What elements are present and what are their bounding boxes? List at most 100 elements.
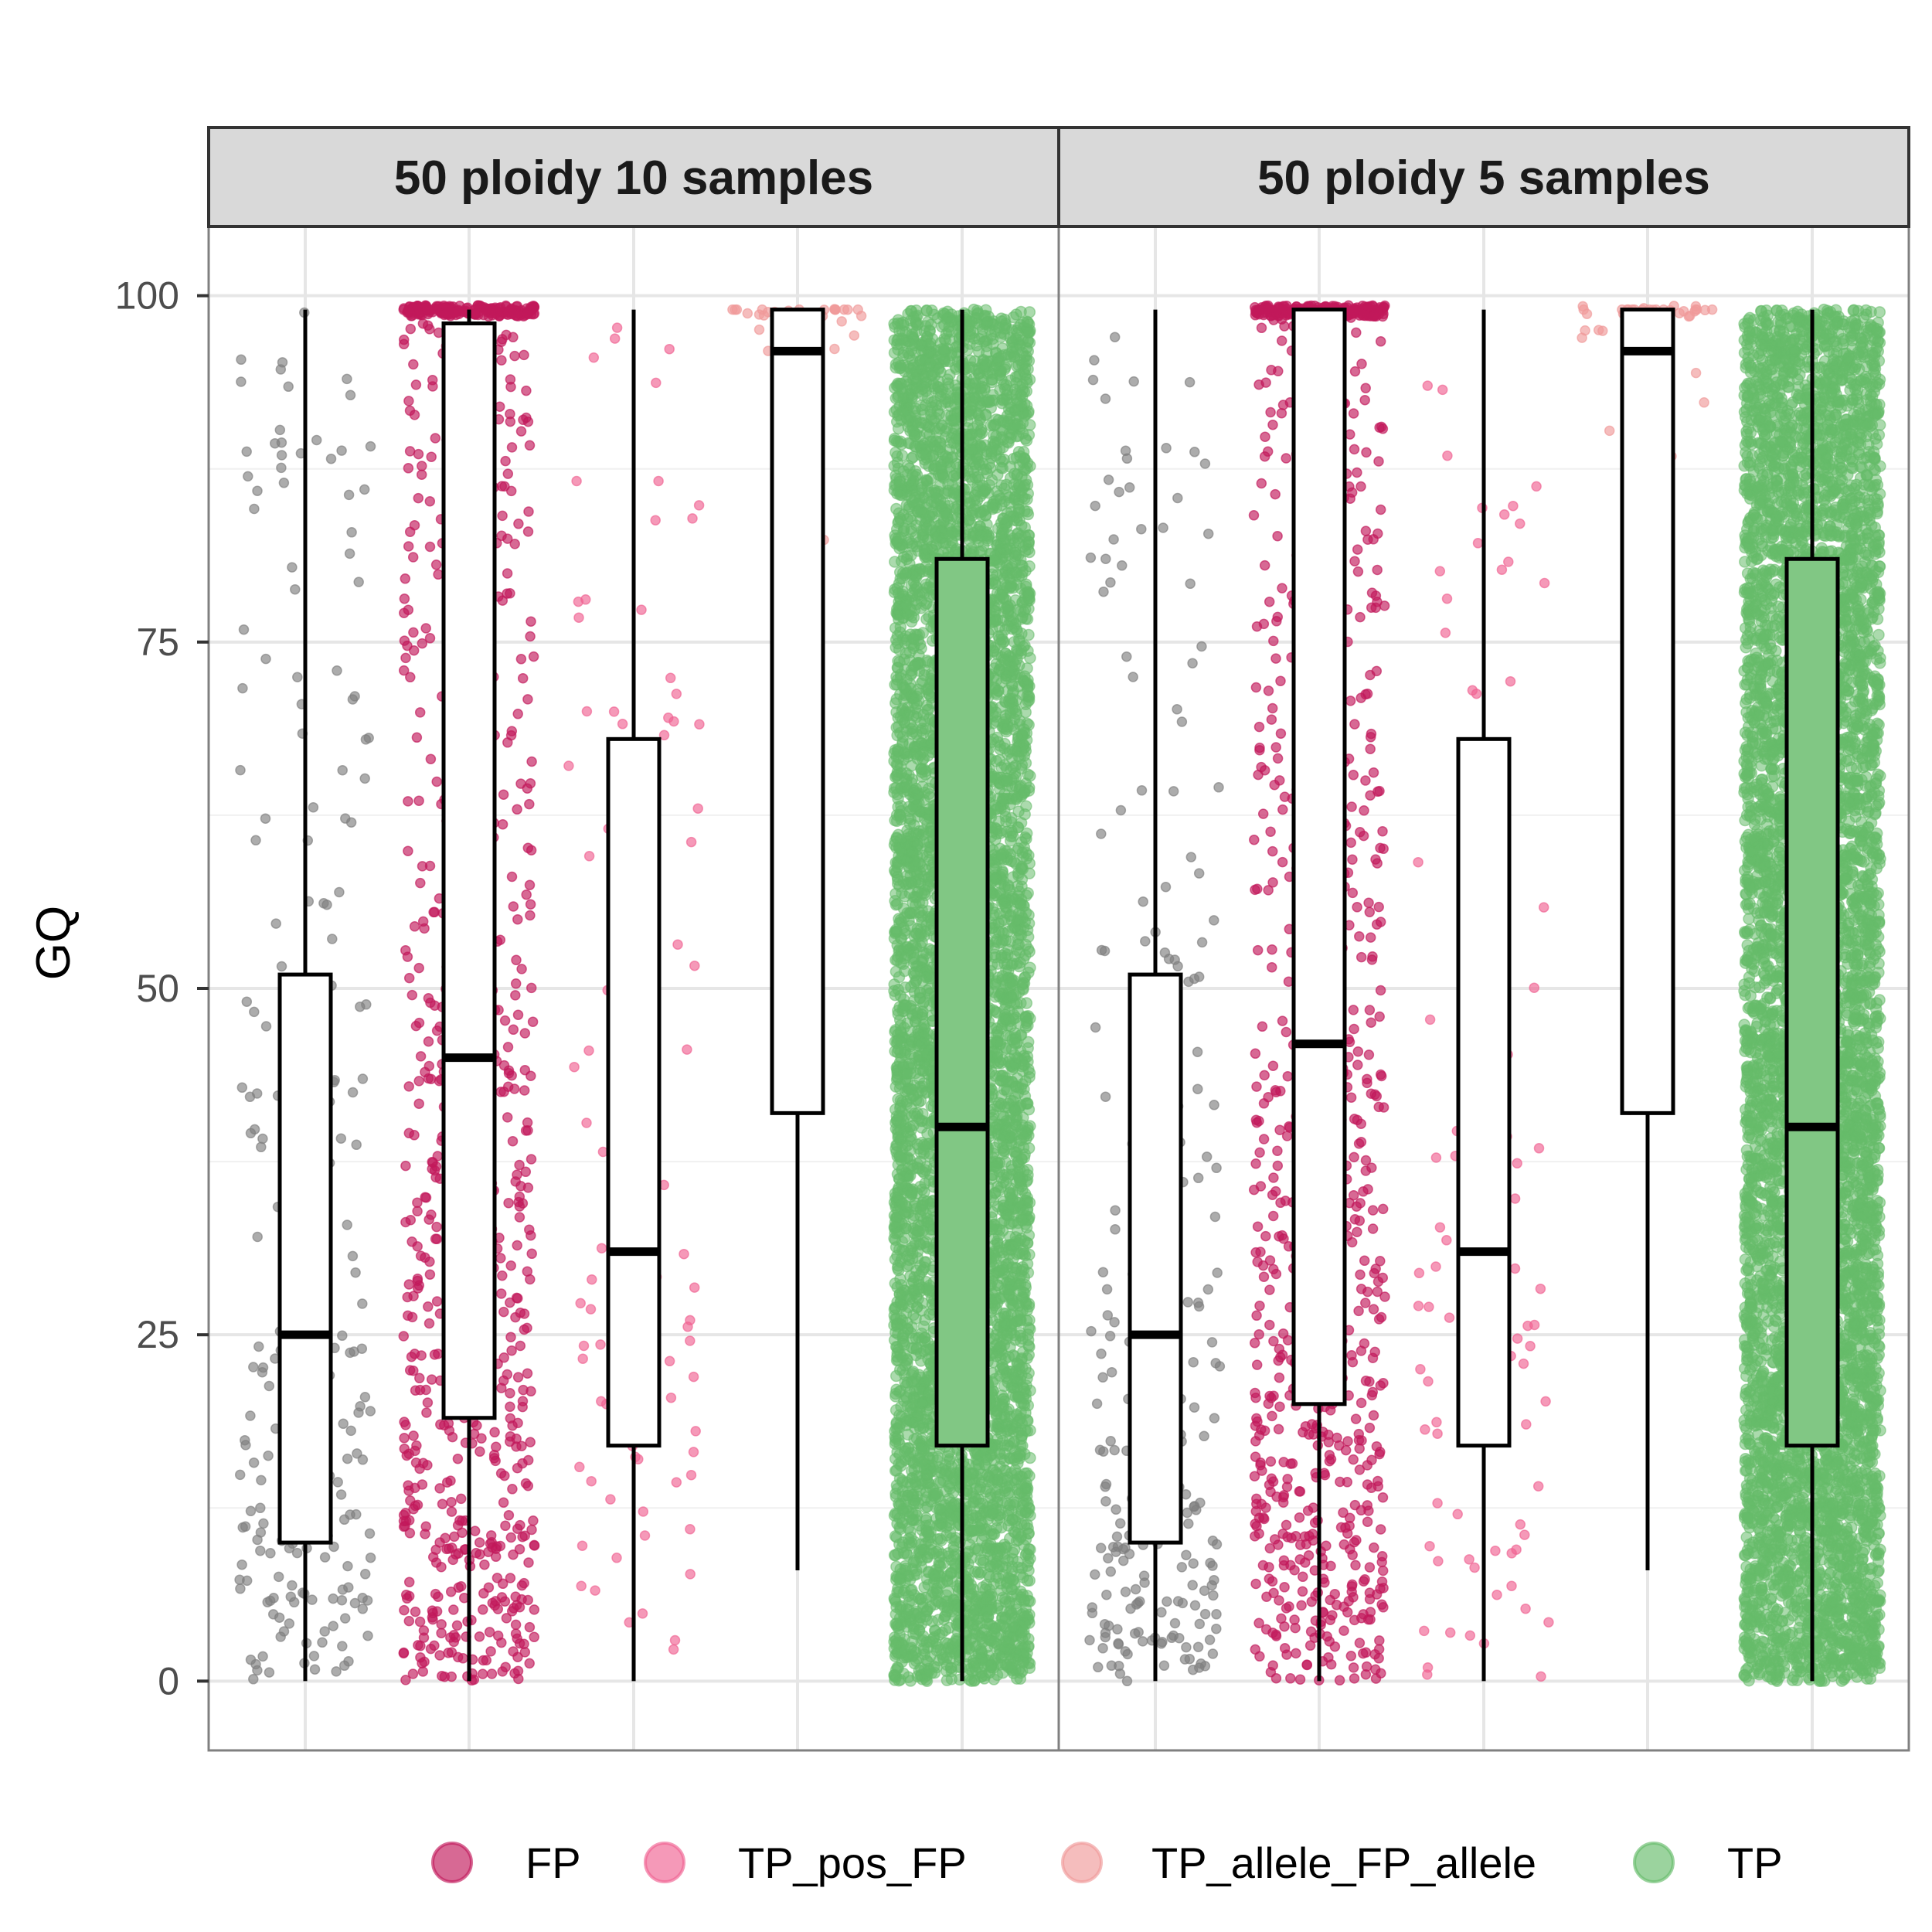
- data-point: [338, 1660, 350, 1672]
- data-point: [249, 503, 260, 515]
- data-point: [455, 1493, 467, 1505]
- data-point: [245, 1505, 257, 1517]
- data-point: [332, 1477, 343, 1488]
- data-point: [510, 978, 522, 989]
- facet-panel: 50 ploidy 10 samples: [207, 126, 1060, 1752]
- data-point: [241, 446, 252, 457]
- data-point: [522, 1266, 533, 1277]
- data-point: [408, 1291, 419, 1301]
- data-point: [402, 1310, 413, 1321]
- data-point: [276, 961, 287, 972]
- data-point: [337, 764, 348, 776]
- data-point: [526, 1154, 537, 1165]
- data-point: [506, 1345, 517, 1356]
- data-point: [274, 424, 286, 436]
- data-point: [509, 539, 520, 549]
- data-point: [512, 804, 522, 815]
- data-point: [408, 627, 419, 638]
- data-point: [637, 1608, 648, 1619]
- data-point: [497, 510, 508, 522]
- data-point: [511, 1292, 522, 1304]
- data-point: [500, 455, 511, 467]
- data-point: [685, 1569, 696, 1580]
- data-point: [671, 1477, 682, 1488]
- data-point: [514, 1201, 526, 1212]
- data-point: [521, 385, 532, 396]
- data-point: [335, 1133, 347, 1144]
- data-point: [522, 1368, 533, 1379]
- data-point: [665, 672, 676, 684]
- data-point: [507, 1484, 518, 1495]
- data-point: [365, 1406, 376, 1417]
- data-point: [335, 1489, 347, 1500]
- data-point: [417, 638, 428, 649]
- data-point: [338, 1514, 350, 1526]
- data-point: [423, 1036, 434, 1047]
- data-point: [288, 1597, 300, 1608]
- data-point: [727, 304, 738, 315]
- data-point: [287, 1580, 298, 1591]
- data-point: [362, 1630, 373, 1641]
- data-point: [497, 818, 509, 830]
- data-point: [638, 1506, 649, 1517]
- data-point: [433, 569, 444, 580]
- data-point: [270, 918, 281, 929]
- data-point: [403, 463, 414, 474]
- data-point: [430, 560, 442, 570]
- data-point: [236, 1559, 247, 1570]
- data-point: [650, 515, 661, 526]
- data-point: [417, 461, 427, 471]
- data-point: [351, 1139, 362, 1151]
- data-point: [498, 1497, 509, 1509]
- data-point: [573, 612, 584, 623]
- data-point: [489, 1427, 500, 1438]
- data-point: [417, 861, 428, 872]
- data-point: [411, 1440, 422, 1451]
- data-point: [446, 1506, 457, 1517]
- data-point: [407, 1668, 419, 1679]
- data-point: [345, 1347, 355, 1359]
- data-point: [500, 1662, 511, 1672]
- data-point: [248, 1362, 259, 1372]
- data-point: [263, 1450, 274, 1461]
- data-point: [426, 451, 437, 462]
- data-point: [484, 1627, 495, 1638]
- data-point: [342, 1453, 353, 1464]
- data-point: [502, 1112, 513, 1123]
- data-point: [234, 1574, 245, 1585]
- data-point: [415, 1051, 427, 1062]
- data-point: [235, 764, 246, 776]
- data-point: [424, 324, 435, 335]
- data-point: [410, 1606, 421, 1617]
- data-point: [495, 1253, 506, 1264]
- data-point: [426, 1374, 437, 1385]
- data-point: [249, 1006, 260, 1018]
- data-point: [409, 1349, 420, 1359]
- data-point: [342, 1560, 353, 1572]
- data-point: [524, 879, 536, 890]
- data-point: [682, 1044, 692, 1055]
- data-point: [583, 851, 595, 862]
- data-point: [529, 1604, 540, 1615]
- data-point: [515, 1308, 526, 1318]
- data-point: [617, 719, 628, 730]
- data-point: [398, 338, 410, 350]
- data-point: [234, 1469, 246, 1481]
- data-point: [405, 323, 417, 335]
- data-point: [413, 795, 424, 806]
- data-point: [307, 1594, 318, 1605]
- data-point: [526, 982, 537, 994]
- data-point: [265, 1548, 276, 1559]
- data-point: [365, 1552, 376, 1563]
- data-point: [522, 1454, 534, 1466]
- data-point: [319, 1626, 330, 1637]
- data-point: [523, 1557, 534, 1568]
- data-point: [415, 1641, 426, 1651]
- data-point: [414, 1463, 425, 1475]
- data-point: [526, 616, 536, 627]
- data-point: [274, 1612, 285, 1623]
- data-point: [521, 889, 532, 900]
- data-point: [345, 817, 357, 828]
- data-point: [408, 359, 419, 370]
- data-point: [478, 1604, 488, 1615]
